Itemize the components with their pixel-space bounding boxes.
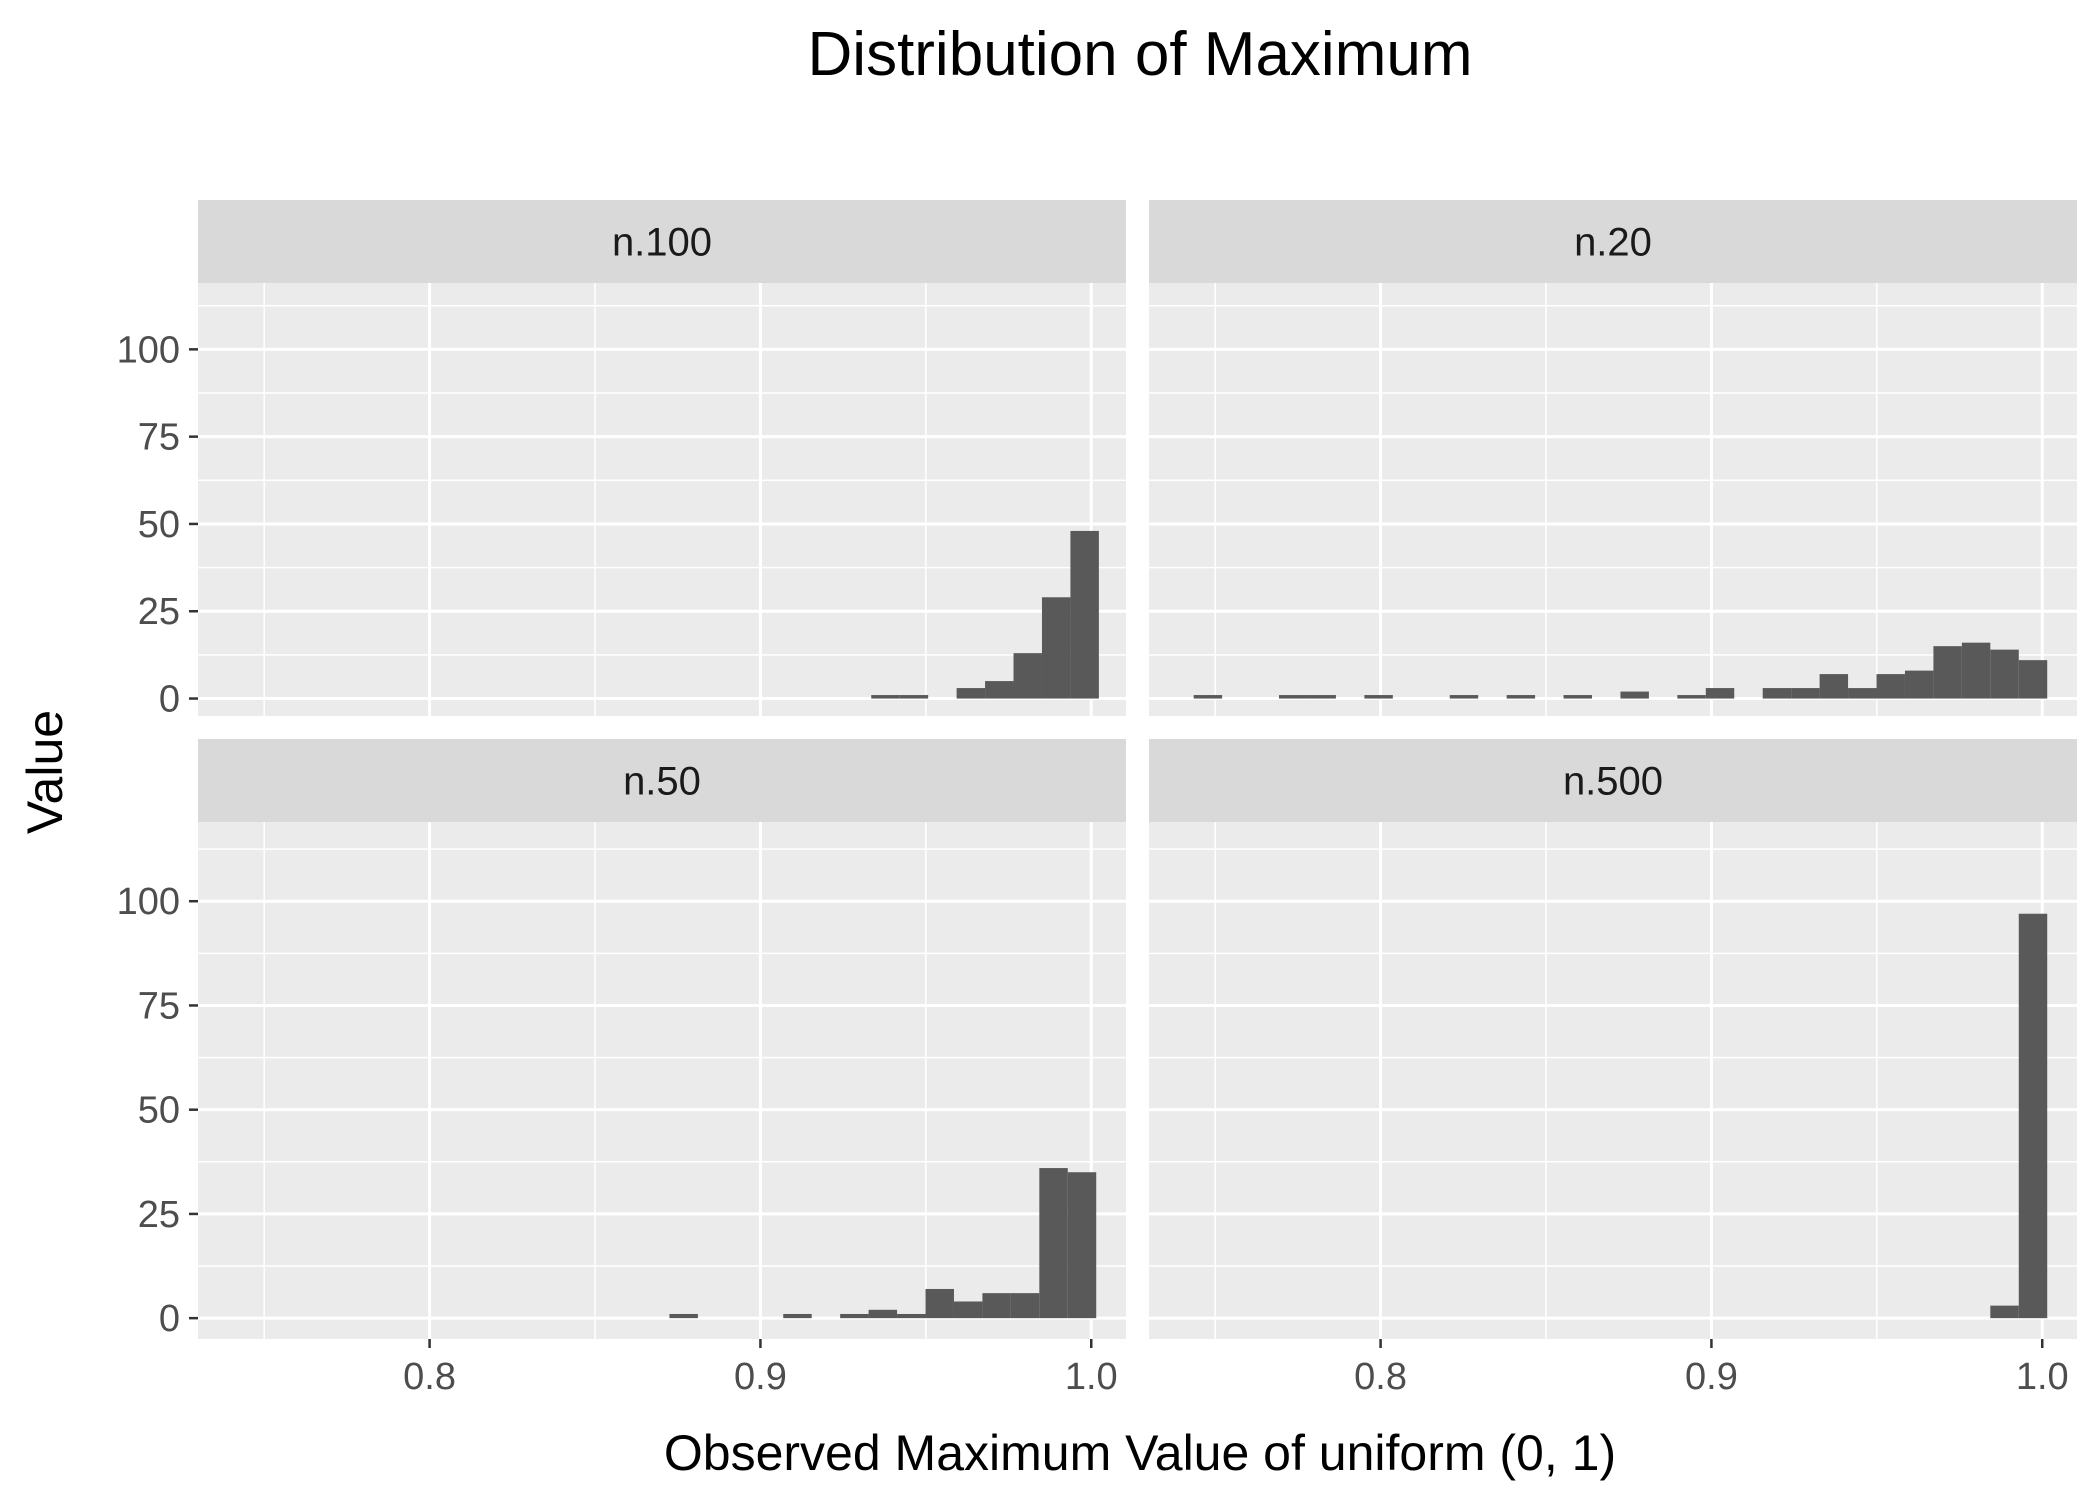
panel-background bbox=[1149, 822, 2077, 1339]
histogram-bar bbox=[868, 1309, 898, 1319]
facet-strip bbox=[1149, 200, 2077, 283]
histogram-bar bbox=[1848, 688, 1877, 699]
x-tick-label: 1.0 bbox=[2016, 1356, 2069, 1398]
y-tick-label: 50 bbox=[138, 504, 180, 546]
histogram-bar bbox=[1307, 695, 1336, 699]
panel-background bbox=[198, 822, 1126, 1339]
histogram-bar bbox=[1876, 674, 1905, 699]
histogram-bar bbox=[1010, 1293, 1040, 1319]
x-axis-title: Observed Maximum Value of uniform (0, 1) bbox=[664, 1425, 1616, 1481]
y-tick-label: 0 bbox=[159, 1298, 180, 1340]
histogram-bar bbox=[783, 1313, 812, 1319]
y-tick-label: 25 bbox=[138, 591, 180, 633]
histogram-bar bbox=[1819, 674, 1849, 699]
histogram-bar bbox=[953, 1301, 983, 1319]
facet-panel-n-20: n.20 bbox=[1149, 200, 2077, 716]
histogram-bar bbox=[1039, 1168, 1068, 1319]
histogram-bar bbox=[1041, 597, 1071, 699]
histogram-bar bbox=[871, 695, 900, 699]
x-tick-label: 0.9 bbox=[1685, 1356, 1738, 1398]
y-tick-label: 100 bbox=[117, 329, 180, 371]
facet-panel-n-50: n.50 0 25 50 75 100 0.8 0.9 1.0 bbox=[117, 739, 1126, 1398]
x-tick-label: 0.9 bbox=[734, 1356, 787, 1398]
y-tick-label: 50 bbox=[138, 1090, 180, 1132]
panel-background bbox=[198, 283, 1126, 716]
histogram-bar bbox=[1904, 670, 1934, 699]
facet-strip-label: n.50 bbox=[623, 760, 701, 804]
histogram-bar bbox=[899, 695, 929, 699]
histogram-bar bbox=[1070, 530, 1099, 699]
x-tick-label: 0.8 bbox=[1354, 1356, 1407, 1398]
histogram-bar bbox=[1193, 695, 1223, 699]
histogram-bar bbox=[1762, 688, 1792, 699]
y-tick-label: 75 bbox=[138, 417, 180, 459]
panel-background bbox=[1149, 283, 2077, 716]
histogram-bar bbox=[1677, 695, 1706, 699]
histogram-bar bbox=[1620, 691, 1649, 699]
histogram-bar bbox=[1563, 695, 1592, 699]
histogram-bar bbox=[1013, 653, 1042, 699]
histogram-bar bbox=[1705, 688, 1735, 699]
facet-strip-label: n.20 bbox=[1574, 221, 1652, 265]
histogram-bar bbox=[1364, 695, 1393, 699]
histogram-bar bbox=[925, 1288, 954, 1319]
histogram-bar bbox=[1449, 695, 1479, 699]
histogram-bar bbox=[840, 1313, 869, 1319]
histogram-bar bbox=[1279, 695, 1308, 699]
histogram-bar bbox=[897, 1313, 926, 1319]
histogram-bar bbox=[1067, 1172, 1097, 1319]
chart-title: Distribution of Maximum bbox=[808, 20, 1473, 89]
histogram-bar bbox=[1990, 649, 2019, 699]
y-tick-label: 100 bbox=[117, 881, 180, 923]
histogram-bar bbox=[2018, 913, 2048, 1319]
facet-strip bbox=[198, 739, 1126, 822]
y-tick-label: 25 bbox=[138, 1194, 180, 1236]
y-axis-title: Value bbox=[17, 710, 73, 834]
histogram-bar bbox=[985, 681, 1014, 699]
histogram-bar bbox=[982, 1293, 1011, 1319]
facet-strip-label: n.100 bbox=[612, 221, 712, 265]
histogram-bar bbox=[669, 1313, 698, 1319]
histogram-bar bbox=[1791, 688, 1820, 699]
facet-strip bbox=[1149, 739, 2077, 822]
histogram-bar bbox=[1990, 1305, 2019, 1319]
histogram-bar bbox=[2018, 660, 2048, 699]
histogram-bar bbox=[956, 688, 986, 699]
y-tick-label: 75 bbox=[138, 985, 180, 1027]
facet-panel-n-500: n.500 0.8 0.9 1.0 bbox=[1149, 739, 2077, 1398]
facet-strip bbox=[198, 200, 1126, 283]
histogram-bar bbox=[1506, 695, 1536, 699]
histogram-bar bbox=[1933, 646, 1962, 699]
facet-panel-n-100: n.100 0 25 50 75 100 bbox=[117, 200, 1126, 721]
facet-strip-label: n.500 bbox=[1563, 760, 1663, 804]
histogram-bar bbox=[1961, 642, 1991, 699]
x-tick-label: 0.8 bbox=[403, 1356, 456, 1398]
x-tick-label: 1.0 bbox=[1065, 1356, 1118, 1398]
y-tick-label: 0 bbox=[159, 679, 180, 721]
